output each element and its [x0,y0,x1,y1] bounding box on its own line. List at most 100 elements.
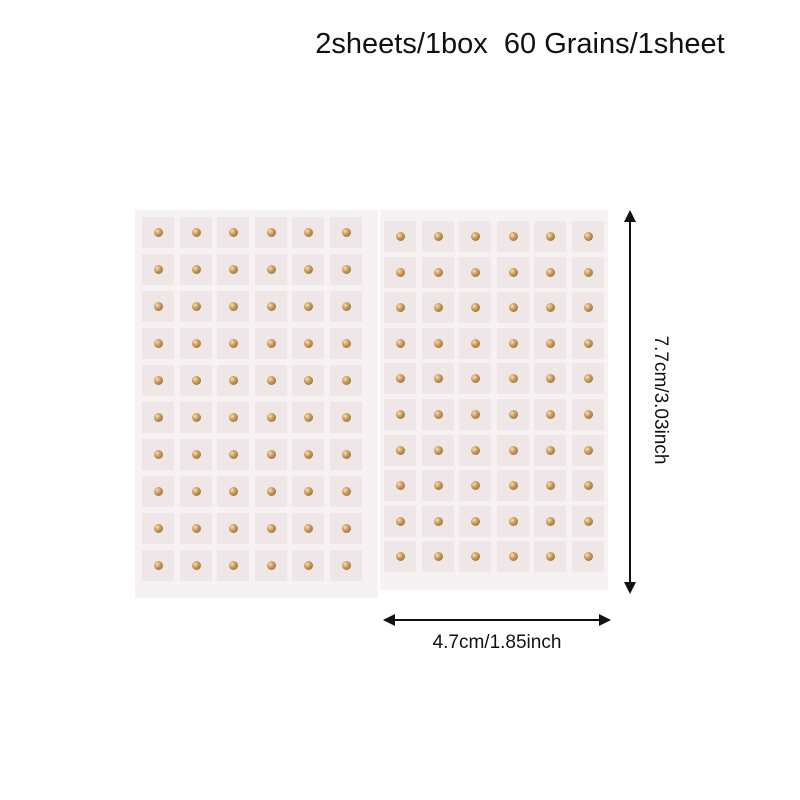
seed-bead-icon [341,228,351,237]
seed-bead-icon [471,303,480,313]
sticker-cell [571,327,604,359]
sticker-cell [142,217,174,248]
seed-bead-icon [266,487,276,496]
sticker-cell [292,217,324,248]
sticker-cell [571,505,604,537]
seed-bead-icon [471,232,480,241]
sticker-cell [179,550,212,581]
sticker-cell [384,434,416,466]
sticker-cell [292,513,324,544]
seed-bead-icon [341,413,351,422]
sticker-cell [421,327,454,359]
seed-bead-icon [154,450,163,459]
seed-bead-icon [229,450,238,459]
seed-bead-icon [266,302,276,311]
seed-bead-icon [154,339,163,348]
seed-bead-icon [229,228,238,237]
sticker-cell [534,541,566,573]
seed-bead-icon [546,552,555,562]
seed-bead-icon [191,450,201,459]
seed-bead-icon [229,339,238,348]
seed-bead-icon [508,267,518,277]
sticker-cell [142,254,174,285]
seed-bead-icon [154,561,163,570]
seed-bead-icon [191,339,201,348]
seed-bead-icon [154,265,163,274]
sticker-cell [142,402,174,433]
seed-bead-icon [396,267,405,277]
sticker-cell [142,328,174,359]
sticker-cell [496,363,529,395]
seed-bead-icon [433,303,443,313]
sticker-cell [292,550,324,581]
sticker-cell [217,365,249,396]
sticker-cell [534,256,566,288]
width-label: 4.7cm/1.85inch [432,632,562,653]
seed-bead-icon [229,524,238,533]
sticker-cell [217,513,249,544]
seed-bead-icon [191,413,201,422]
sticker-cell [142,439,174,470]
seed-bead-icon [396,516,405,526]
seed-bead-icon [546,303,555,313]
sticker-cell [571,541,604,573]
sticker-cell [496,434,529,466]
sticker-cell [254,291,287,322]
seed-bead-icon [396,410,405,419]
sticker-cell [142,550,174,581]
seed-bead-icon [341,376,351,385]
seed-bead-icon [583,267,593,277]
sticker-cell [254,254,287,285]
sticker-cell [217,254,249,285]
seed-bead-icon [191,265,201,274]
seed-bead-icon [471,445,480,455]
seed-bead-icon [546,267,555,277]
sticker-cell [571,292,604,324]
seed-bead-icon [433,267,443,277]
sticker-cell [254,328,287,359]
sticker-cell [571,221,604,252]
sticker-cell [459,327,491,359]
seed-bead-icon [266,561,276,570]
sticker-cell [384,541,416,573]
sticker-cell [142,365,174,396]
seed-bead-icon [508,374,518,384]
seed-bead-icon [583,516,593,526]
seed-bead-icon [304,487,313,496]
sticker-cell [254,476,287,507]
sticker-cell [329,439,362,470]
sticker-cell [534,505,566,537]
sticker-cell [571,399,604,430]
sticker-cell [459,470,491,502]
seed-bead-icon [433,552,443,562]
sticker-cell [329,328,362,359]
seed-bead-icon [583,481,593,491]
seed-bead-icon [304,450,313,459]
seed-bead-icon [191,376,201,385]
sticker-cell [292,476,324,507]
seed-bead-icon [341,561,351,570]
seed-bead-icon [396,374,405,384]
sticker-cell [329,291,362,322]
sticker-cell [534,363,566,395]
sticker-cell [421,363,454,395]
seed-bead-icon [341,450,351,459]
sticker-cell [384,399,416,430]
sticker-cell [142,476,174,507]
seed-bead-icon [304,339,313,348]
seed-bead-icon [508,303,518,313]
seed-bead-icon [471,338,480,348]
sticker-sheet-right [380,210,608,590]
sticker-cell [571,434,604,466]
seed-bead-icon [508,552,518,562]
sticker-sheet-left [135,210,378,598]
sticker-cell [421,470,454,502]
sticker-cell [496,470,529,502]
sticker-cell [179,439,212,470]
seed-bead-icon [396,445,405,455]
seed-bead-icon [154,487,163,496]
seed-bead-icon [266,376,276,385]
seed-bead-icon [583,232,593,241]
seed-bead-icon [583,445,593,455]
sticker-cell [179,291,212,322]
